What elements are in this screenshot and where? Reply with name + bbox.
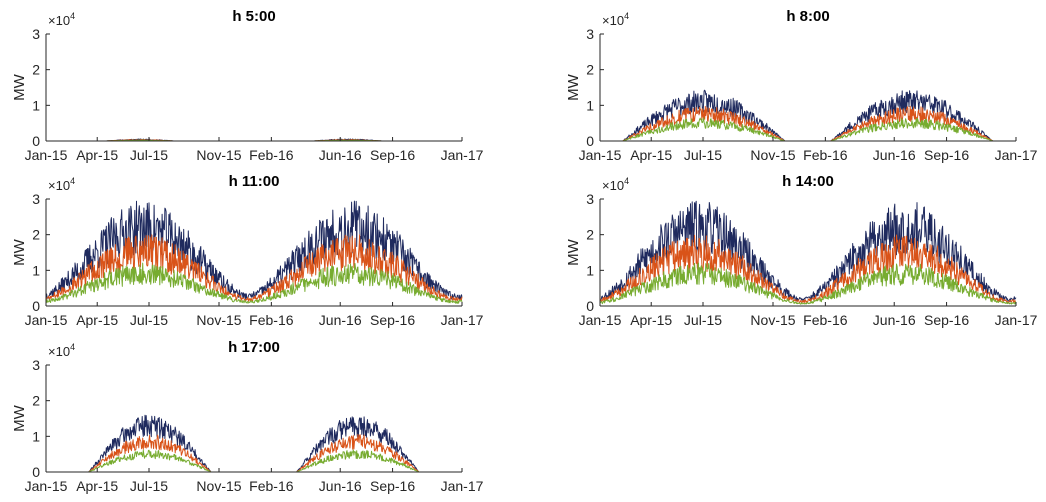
x-tick-label: Sep-16 [370, 312, 415, 328]
series-line-2 [46, 433, 462, 473]
x-tick-label: Apr-15 [76, 147, 118, 163]
y-axis-label: MW [11, 238, 28, 265]
y-tick-label: 2 [586, 227, 594, 243]
x-tick-label: Jun-16 [319, 478, 362, 494]
y-tick-label: 2 [32, 227, 40, 243]
y-tick-label: 1 [586, 262, 594, 278]
y-axis-label: MW [11, 404, 28, 431]
subplot-5: 0 1 2 3 Jan-15 Apr-15 Jul-15 Nov-15 Feb-16 Jun-16… [11, 339, 484, 494]
y-tick-label: 0 [586, 298, 594, 314]
y-exponent-label: ×104 [48, 11, 75, 28]
x-tick-label: Jul-15 [130, 147, 168, 163]
x-tick-label: Jan-17 [441, 312, 484, 328]
y-tick-label: 3 [586, 26, 594, 42]
subplot-3: 0 1 2 3 Jan-15 Apr-15 Jul-15 Nov-15 Feb-16 Jun-16… [11, 173, 484, 328]
y-tick-label: 2 [586, 62, 594, 78]
x-tick-label: Apr-15 [76, 478, 118, 494]
x-tick-label: Feb-16 [803, 312, 848, 328]
series-line-2 [600, 105, 1016, 142]
y-tick-label: 3 [586, 191, 594, 207]
subplot-4: 0 1 2 3 Jan-15 Apr-15 Jul-15 Nov-15 Feb-16 Jun-16… [565, 173, 1038, 328]
x-tick-label: Jun-16 [873, 147, 916, 163]
subplot-2: 0 1 2 3 Jan-15 Apr-15 Jul-15 Nov-15 Feb-16 Jun-16… [565, 8, 1038, 163]
series-line-3 [45, 262, 463, 304]
subplot-title: h 8:00 [786, 8, 829, 25]
x-tick-label: Jan-15 [25, 478, 68, 494]
x-tick-label: Apr-15 [76, 312, 118, 328]
x-tick-label: Jul-15 [684, 147, 722, 163]
series-line-3 [46, 449, 462, 473]
y-tick-label: 0 [586, 133, 594, 149]
y-tick-label: 1 [32, 262, 40, 278]
x-tick-label: Jun-16 [319, 147, 362, 163]
y-tick-label: 2 [32, 62, 40, 78]
y-tick-label: 1 [32, 428, 40, 444]
x-tick-label: Jul-15 [130, 478, 168, 494]
series-line-2 [599, 234, 1016, 304]
subplot-title: h 17:00 [228, 339, 280, 356]
y-axis-label: MW [11, 73, 28, 100]
x-tick-label: Nov-15 [196, 478, 241, 494]
x-tick-label: Jan-17 [995, 312, 1038, 328]
x-tick-label: Jan-15 [25, 312, 68, 328]
subplot-title: h 5:00 [232, 8, 275, 25]
x-tick-label: Feb-16 [249, 312, 294, 328]
y-axis-label: MW [565, 238, 582, 265]
x-tick-label: Feb-16 [803, 147, 848, 163]
x-tick-label: Jan-15 [579, 312, 622, 328]
subplot-title: h 14:00 [782, 173, 834, 190]
y-exponent-label: ×104 [602, 176, 629, 193]
y-tick-label: 1 [586, 97, 594, 113]
y-tick-label: 3 [32, 191, 40, 207]
x-tick-label: Feb-16 [249, 478, 294, 494]
subplot-title: h 11:00 [229, 173, 280, 190]
y-tick-label: 0 [32, 298, 40, 314]
x-tick-label: Nov-15 [750, 312, 795, 328]
x-tick-label: Nov-15 [196, 312, 241, 328]
y-tick-label: 1 [32, 97, 40, 113]
series-line-3 [599, 262, 1017, 305]
x-tick-label: Nov-15 [750, 147, 795, 163]
x-tick-label: Sep-16 [924, 147, 969, 163]
x-tick-label: Apr-15 [630, 147, 672, 163]
x-tick-label: Feb-16 [249, 147, 294, 163]
x-tick-label: Jan-15 [25, 147, 68, 163]
x-tick-label: Jul-15 [684, 312, 722, 328]
x-tick-label: Jun-16 [319, 312, 362, 328]
x-tick-label: Apr-15 [630, 312, 672, 328]
y-tick-label: 3 [32, 26, 40, 42]
y-exponent-label: ×104 [48, 176, 75, 193]
y-axis-label: MW [565, 73, 582, 100]
x-tick-label: Nov-15 [196, 147, 241, 163]
x-tick-label: Jan-17 [441, 147, 484, 163]
x-tick-label: Jun-16 [873, 312, 916, 328]
x-tick-label: Sep-16 [370, 478, 415, 494]
x-tick-label: Jan-17 [995, 147, 1038, 163]
subplots-group: 0 1 2 3 Jan-15 Apr-15 Jul-15 Nov-15 Feb-16 Jun-16… [11, 8, 1038, 494]
y-tick-label: 2 [32, 393, 40, 409]
series-line-2 [45, 234, 463, 302]
y-exponent-label: ×104 [48, 342, 75, 359]
x-tick-label: Jan-17 [441, 478, 484, 494]
y-tick-label: 0 [32, 133, 40, 149]
series-line-1 [600, 89, 1016, 142]
x-tick-label: Jul-15 [130, 312, 168, 328]
y-exponent-label: ×104 [602, 11, 629, 28]
y-tick-label: 3 [32, 357, 40, 373]
subplot-1: 0 1 2 3 Jan-15 Apr-15 Jul-15 Nov-15 Feb-16 Jun-16… [11, 8, 484, 163]
y-tick-label: 0 [32, 464, 40, 480]
x-tick-label: Jan-15 [579, 147, 622, 163]
x-tick-label: Sep-16 [370, 147, 415, 163]
x-tick-label: Sep-16 [924, 312, 969, 328]
